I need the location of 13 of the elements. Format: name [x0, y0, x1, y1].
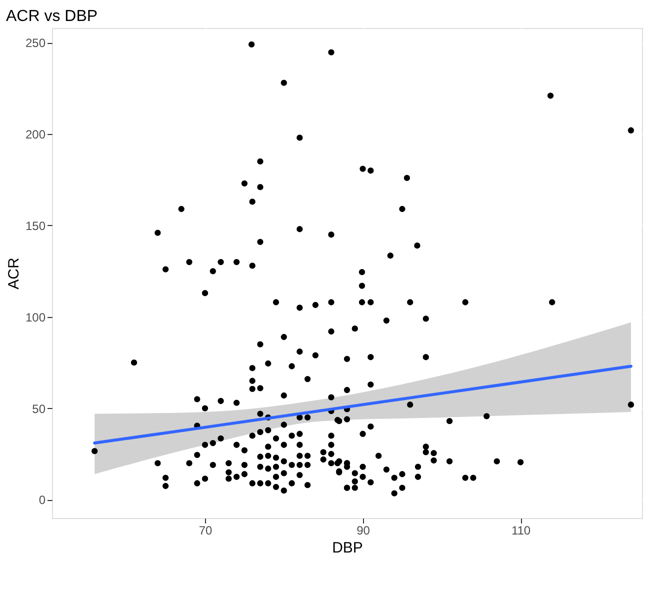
- y-tick-label: 100: [25, 310, 46, 324]
- x-axis-title: DBP: [332, 540, 363, 556]
- x-tick-label: 70: [198, 524, 213, 538]
- y-tick-label: 200: [25, 128, 46, 142]
- y-tick-label: 0: [38, 493, 46, 508]
- y-tick-label: 50: [32, 402, 46, 416]
- y-tick-label: 250: [25, 36, 46, 50]
- y-axis-title: ACR: [5, 258, 22, 290]
- x-tick-label: 110: [511, 524, 531, 538]
- y-tick-label: 150: [25, 218, 46, 233]
- chart-title: ACR vs DBP: [6, 8, 98, 25]
- x-tick-label: 90: [356, 524, 370, 538]
- line-series: [93, 364, 632, 445]
